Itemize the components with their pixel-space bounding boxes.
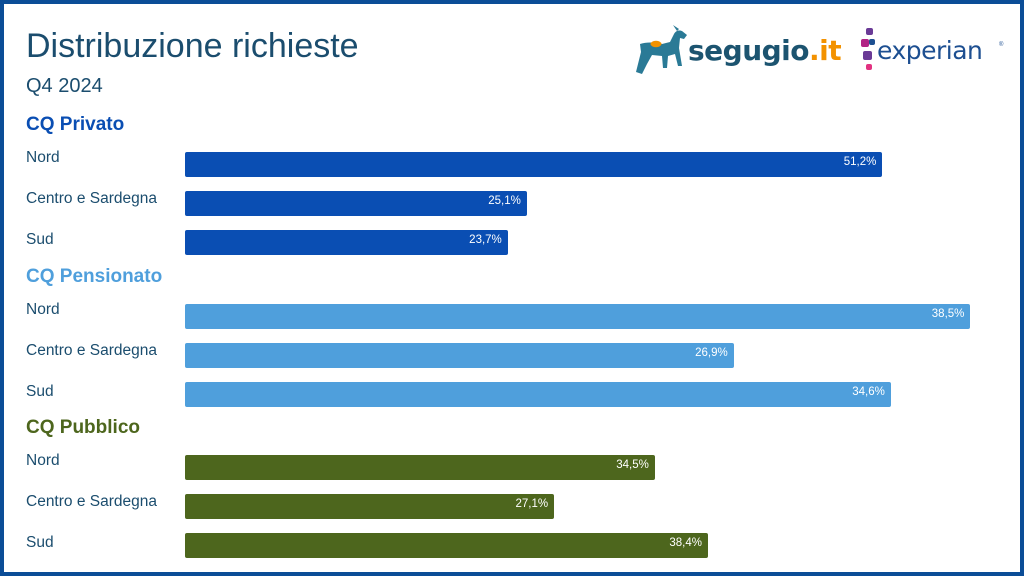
experian-dots-icon (861, 28, 875, 70)
group-title-cq-pubblico: CQ Pubblico (26, 417, 140, 438)
page-title: Distribuzione richieste (26, 27, 359, 65)
bar-value-label: 26,9% (695, 347, 728, 359)
category-label-centro-e-sardegna: Centro e Sardegna (26, 342, 157, 359)
category-label-sud: Sud (26, 383, 54, 400)
bar-cq-pensionato-centro-e-sardegna: 26,9% (185, 343, 734, 368)
dog-icon (636, 25, 687, 75)
category-label-nord: Nord (26, 301, 60, 318)
bar-cq-pubblico-nord: 34,5% (185, 455, 655, 480)
bar-value-label: 34,5% (616, 459, 649, 471)
bar-cq-pensionato-sud: 34,6% (185, 382, 891, 407)
bar-cq-privato-sud: 23,7% (185, 230, 508, 255)
category-label-nord: Nord (26, 149, 60, 166)
registered-mark: ® (999, 42, 1004, 48)
experian-logo: experian ® (860, 26, 1010, 76)
category-label-sud: Sud (26, 534, 54, 551)
bar-value-label: 38,4% (669, 537, 702, 549)
category-label-centro-e-sardegna: Centro e Sardegna (26, 493, 157, 510)
bar-cq-privato-nord: 51,2% (185, 152, 883, 177)
bar-value-label: 38,5% (931, 308, 965, 320)
bar-cq-privato-centro-e-sardegna: 25,1% (185, 191, 527, 216)
category-label-nord: Nord (26, 452, 60, 469)
bar-cq-pubblico-sud: 38,4% (185, 533, 708, 558)
bar-value-label: 23,7% (469, 234, 502, 246)
page-subtitle: Q4 2024 (26, 75, 103, 97)
bar-cq-pubblico-centro-e-sardegna: 27,1% (185, 494, 555, 519)
category-label-sud: Sud (26, 231, 54, 248)
bar-value-label: 34,6% (852, 386, 885, 398)
category-label-centro-e-sardegna: Centro e Sardegna (26, 190, 157, 207)
bar-cq-pensionato-nord: 38,5% (185, 304, 971, 329)
experian-wordmark: experian (877, 36, 983, 65)
segugio-logo: segugio.it (632, 22, 842, 80)
segugio-wordmark: segugio.it (688, 34, 842, 67)
group-title-cq-pensionato: CQ Pensionato (26, 266, 163, 287)
group-title-cq-privato: CQ Privato (26, 114, 125, 135)
bar-value-label: 25,1% (488, 195, 521, 207)
bar-value-label: 27,1% (515, 498, 549, 510)
bar-value-label: 51,2% (843, 156, 877, 168)
